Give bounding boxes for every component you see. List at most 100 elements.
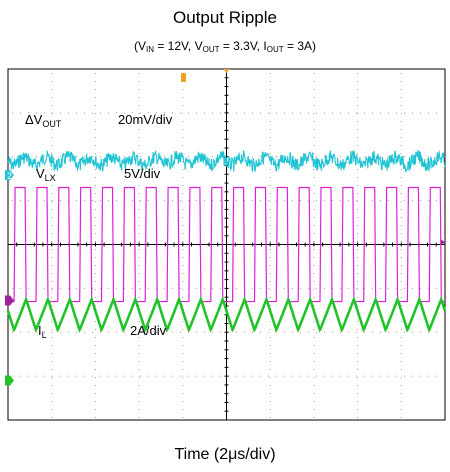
- grid-dot: [20, 331, 21, 333]
- grid-dot: [356, 375, 357, 377]
- grid-dot: [313, 337, 315, 338]
- grid-dot: [138, 153, 140, 154]
- grid-dot: [400, 369, 402, 370]
- grid-dot: [400, 137, 402, 138]
- grid-dot: [94, 73, 96, 74]
- grid-dot: [204, 112, 205, 114]
- grid-dot: [140, 200, 141, 202]
- grid-dot: [404, 200, 405, 202]
- grid-dot: [94, 401, 96, 402]
- series-vout: [7, 150, 446, 174]
- grid-dot: [180, 200, 181, 202]
- grid-dot: [108, 200, 109, 202]
- grid-dot: [20, 112, 21, 114]
- grid-dot: [400, 105, 402, 106]
- grid-dot: [357, 305, 359, 306]
- grid-dot: [182, 145, 184, 146]
- grid-dot: [244, 331, 245, 333]
- vlx-scale: 5V/div: [124, 166, 161, 181]
- grid-dot: [357, 201, 359, 202]
- grid-dot: [182, 361, 184, 362]
- grid-dot: [236, 331, 237, 333]
- grid-dot: [138, 89, 140, 90]
- grid-dot: [436, 200, 437, 202]
- grid-dot: [340, 287, 341, 289]
- grid-dot: [400, 177, 402, 178]
- grid-dot: [269, 121, 271, 122]
- grid-dot: [204, 287, 205, 289]
- grid-dot: [138, 241, 140, 242]
- x-axis-label: Time (2μs/div): [174, 446, 276, 463]
- grid-dot: [356, 112, 357, 114]
- grid-dot: [260, 331, 261, 333]
- grid-dot: [348, 287, 349, 289]
- grid-dot: [100, 331, 101, 333]
- grid-dot: [51, 417, 53, 418]
- grid-dot: [357, 289, 359, 290]
- grid-dot: [444, 200, 445, 202]
- grid-dot: [148, 331, 149, 333]
- grid-dot: [292, 112, 293, 114]
- grid-dot: [260, 287, 261, 289]
- grid-dot: [284, 112, 285, 114]
- grid-dot: [372, 287, 373, 289]
- grid-dot: [220, 112, 221, 114]
- grid-dot: [182, 193, 184, 194]
- grid-dot: [313, 289, 315, 290]
- vout-channel-number: 2: [7, 171, 12, 181]
- grid-dot: [182, 97, 184, 98]
- grid-dot: [51, 233, 53, 234]
- grid-dot: [324, 112, 325, 114]
- grid-dot: [396, 331, 397, 333]
- grid-dot: [313, 265, 315, 266]
- grid-dot: [51, 393, 53, 394]
- grid-dot: [182, 369, 184, 370]
- grid-dot: [400, 257, 402, 258]
- grid-dot: [313, 185, 315, 186]
- grid-dot: [44, 156, 45, 158]
- grid-dot: [212, 112, 213, 114]
- grid-dot: [260, 112, 261, 114]
- grid-dot: [364, 375, 365, 377]
- grid-dot: [94, 385, 96, 386]
- grid-dot: [400, 321, 402, 322]
- grid-dot: [94, 241, 96, 242]
- grid-dot: [138, 393, 140, 394]
- grid-dot: [269, 161, 271, 162]
- grid-dot: [52, 375, 53, 377]
- grid-dot: [51, 289, 53, 290]
- grid-dot: [116, 112, 117, 114]
- grid-dot: [357, 177, 359, 178]
- grid-dot: [348, 112, 349, 114]
- grid-dot: [332, 331, 333, 333]
- grid-dot: [182, 273, 184, 274]
- grid-dot: [269, 249, 271, 250]
- grid-dot: [182, 377, 184, 378]
- series-il: [6, 296, 447, 333]
- grid-dot: [12, 156, 13, 158]
- grid-dot: [313, 409, 315, 410]
- grid-dot: [164, 375, 165, 377]
- chart-title: Output Ripple: [173, 8, 277, 27]
- grid-dot: [51, 169, 53, 170]
- grid-dot: [138, 185, 140, 186]
- grid-dot: [94, 129, 96, 130]
- grid-dot: [313, 281, 315, 282]
- grid-dot: [268, 200, 269, 202]
- grid-dot: [138, 113, 140, 114]
- grid-dot: [324, 287, 325, 289]
- grid-dot: [12, 331, 13, 333]
- grid-dot: [188, 156, 189, 158]
- grid-dot: [300, 331, 301, 333]
- grid-dot: [357, 105, 359, 106]
- grid-dot: [340, 200, 341, 202]
- grid-dot: [94, 145, 96, 146]
- grid-dot: [269, 361, 271, 362]
- grid-dot: [400, 73, 402, 74]
- grid-dot: [269, 281, 271, 282]
- grid-dot: [164, 287, 165, 289]
- grid-dot: [182, 337, 184, 338]
- grid-dot: [269, 193, 271, 194]
- grid-dot: [182, 257, 184, 258]
- grid-dot: [138, 321, 140, 322]
